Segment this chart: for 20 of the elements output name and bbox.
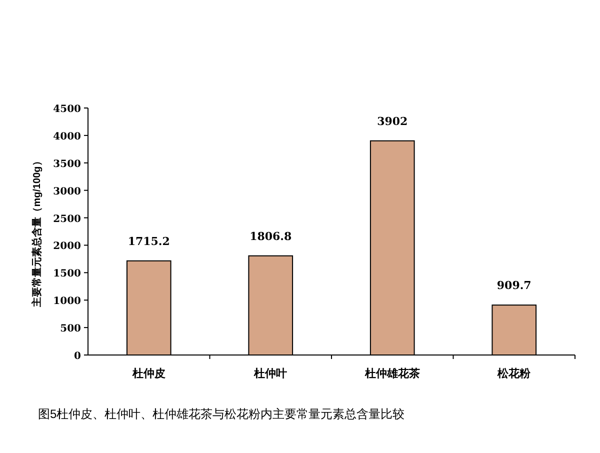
y-tick-label: 4000 — [53, 131, 82, 142]
y-tick-label: 0 — [74, 351, 82, 362]
y-tick-label: 500 — [60, 324, 82, 335]
data-label: 1806.8 — [250, 230, 292, 243]
caption: 图5杜仲皮、杜仲叶、杜仲雄花茶与松花粉内主要常量元素总含量比较 — [38, 407, 405, 421]
y-tick-label: 1000 — [53, 296, 82, 308]
y-tick-label: 3000 — [53, 186, 82, 198]
y-tick-label: 2000 — [53, 241, 82, 252]
y-tick-label: 2500 — [53, 214, 82, 225]
y-axis-title: 主要常量元素总含量（mg/100g） — [31, 156, 43, 308]
y-tick-label: 4500 — [53, 104, 82, 115]
x-tick-label: 杜仲雄花茶 — [364, 367, 420, 380]
data-label: 3902 — [377, 114, 408, 128]
x-tick-label: 杜仲皮 — [131, 367, 166, 380]
data-label: 909.7 — [496, 279, 532, 292]
y-tick-label: 3500 — [53, 158, 82, 170]
y-tick-label: 1500 — [53, 268, 82, 280]
data-label: 1715.2 — [128, 234, 170, 248]
x-tick-label: 杜仲叶 — [253, 367, 288, 380]
x-tick-label: 松花粉 — [496, 367, 532, 380]
